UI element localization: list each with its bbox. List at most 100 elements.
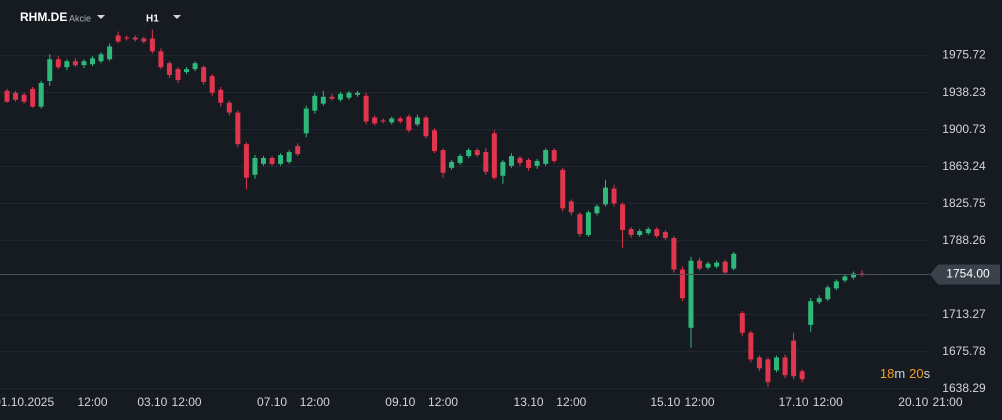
- candle-body: [585, 212, 591, 236]
- candle-body: [30, 88, 36, 107]
- candle-body: [184, 69, 190, 73]
- y-tick-label: 1713.27: [942, 307, 986, 321]
- candle-body: [132, 37, 138, 40]
- candle-body: [654, 229, 660, 236]
- candle-body: [508, 156, 514, 166]
- candle-body: [594, 206, 600, 214]
- candle-body: [414, 117, 420, 125]
- candle-body: [449, 161, 455, 168]
- candle-body: [568, 201, 574, 213]
- candle-body: [662, 232, 668, 238]
- candle-body: [474, 150, 480, 156]
- candle-body: [560, 169, 566, 209]
- candle-body: [355, 92, 361, 95]
- candle-body: [765, 359, 771, 383]
- candle-body: [432, 130, 437, 152]
- candle-body: [491, 133, 497, 178]
- candle-body: [774, 357, 779, 371]
- y-tick-label: 1975.72: [942, 48, 986, 62]
- candle-body: [842, 276, 848, 281]
- x-tick-label: 07.10: [257, 395, 287, 409]
- candle-body: [192, 63, 198, 70]
- candle-body: [543, 150, 549, 164]
- x-tick-label: 12:00: [172, 395, 202, 409]
- x-tick-label: 21:00: [932, 395, 962, 409]
- candle-body: [175, 69, 181, 80]
- candle-body: [312, 95, 318, 111]
- candle-body: [269, 157, 275, 164]
- candle-body: [235, 112, 241, 145]
- last-price-box: [930, 264, 1000, 285]
- candle-body: [149, 38, 155, 52]
- candle-body: [440, 150, 446, 173]
- x-tick-label: 17.10: [779, 395, 809, 409]
- candle-body: [611, 188, 617, 204]
- candle-body: [303, 108, 309, 134]
- candle-body: [252, 157, 258, 175]
- x-tick-label: 12:00: [300, 395, 330, 409]
- x-tick-label: 13.10: [514, 395, 544, 409]
- candle-body: [808, 301, 814, 325]
- candle-body: [380, 120, 386, 122]
- candle-body: [534, 160, 540, 166]
- y-tick-label: 1938.23: [942, 85, 986, 99]
- candle-body: [816, 298, 822, 303]
- candle-body: [98, 54, 104, 62]
- candle-body: [226, 102, 232, 113]
- candle-body: [397, 118, 403, 122]
- candle-body: [81, 61, 87, 66]
- candle-body: [115, 35, 121, 42]
- y-tick-label: 1675.78: [942, 344, 986, 358]
- candle-body: [825, 287, 831, 300]
- candle-body: [346, 92, 352, 98]
- candle-body: [363, 95, 369, 122]
- x-tick-label: 12:00: [813, 395, 843, 409]
- candle-body: [833, 281, 839, 289]
- candle-body: [209, 76, 215, 93]
- candle-body: [13, 92, 19, 100]
- y-tick-label: 1863.24: [942, 159, 986, 173]
- candle-body: [483, 152, 489, 172]
- candle-body: [38, 82, 44, 107]
- candle-body: [620, 204, 626, 231]
- candle-body: [756, 357, 762, 369]
- interval[interactable]: H1: [146, 14, 159, 25]
- candle-body: [107, 46, 113, 60]
- candle-body: [731, 253, 737, 269]
- candle-body: [47, 59, 53, 81]
- y-tick-label: 1638.29: [942, 381, 986, 395]
- x-tick-label: 15.10: [650, 395, 680, 409]
- x-tick-label: 20.10: [898, 395, 928, 409]
- x-tick-label: 12:00: [685, 395, 715, 409]
- symbol[interactable]: RHM.DE: [20, 10, 67, 24]
- candle-body: [201, 67, 207, 82]
- instrument-kind: Akcie: [69, 13, 91, 23]
- candle-body: [526, 159, 532, 168]
- candle-body: [697, 260, 703, 269]
- symbol-dropdown[interactable]: [97, 15, 105, 19]
- candle-body: [158, 51, 164, 68]
- candle-body: [577, 214, 583, 235]
- candle-body: [850, 273, 856, 278]
- candle-body: [261, 157, 266, 164]
- candle-body: [286, 152, 292, 162]
- candle-body: [457, 156, 463, 163]
- candle-body: [55, 59, 61, 68]
- candle-body: [90, 58, 95, 65]
- y-tick-label: 1788.26: [942, 233, 986, 247]
- x-tick-label: 12:00: [428, 395, 458, 409]
- candle-body: [705, 263, 711, 268]
- candle-body: [4, 90, 10, 102]
- candle-body: [748, 332, 754, 360]
- x-tick-label: 03.10: [137, 395, 167, 409]
- candle-body: [722, 261, 728, 273]
- last-price-label: 1754.00: [946, 267, 990, 281]
- candle-body: [500, 161, 506, 176]
- candle-body: [551, 150, 557, 161]
- x-tick-label: 12:00: [556, 395, 586, 409]
- candle-body: [791, 340, 797, 377]
- interval-dropdown[interactable]: [173, 15, 181, 19]
- candle-body: [72, 61, 78, 66]
- y-tick-label: 1900.73: [942, 122, 986, 136]
